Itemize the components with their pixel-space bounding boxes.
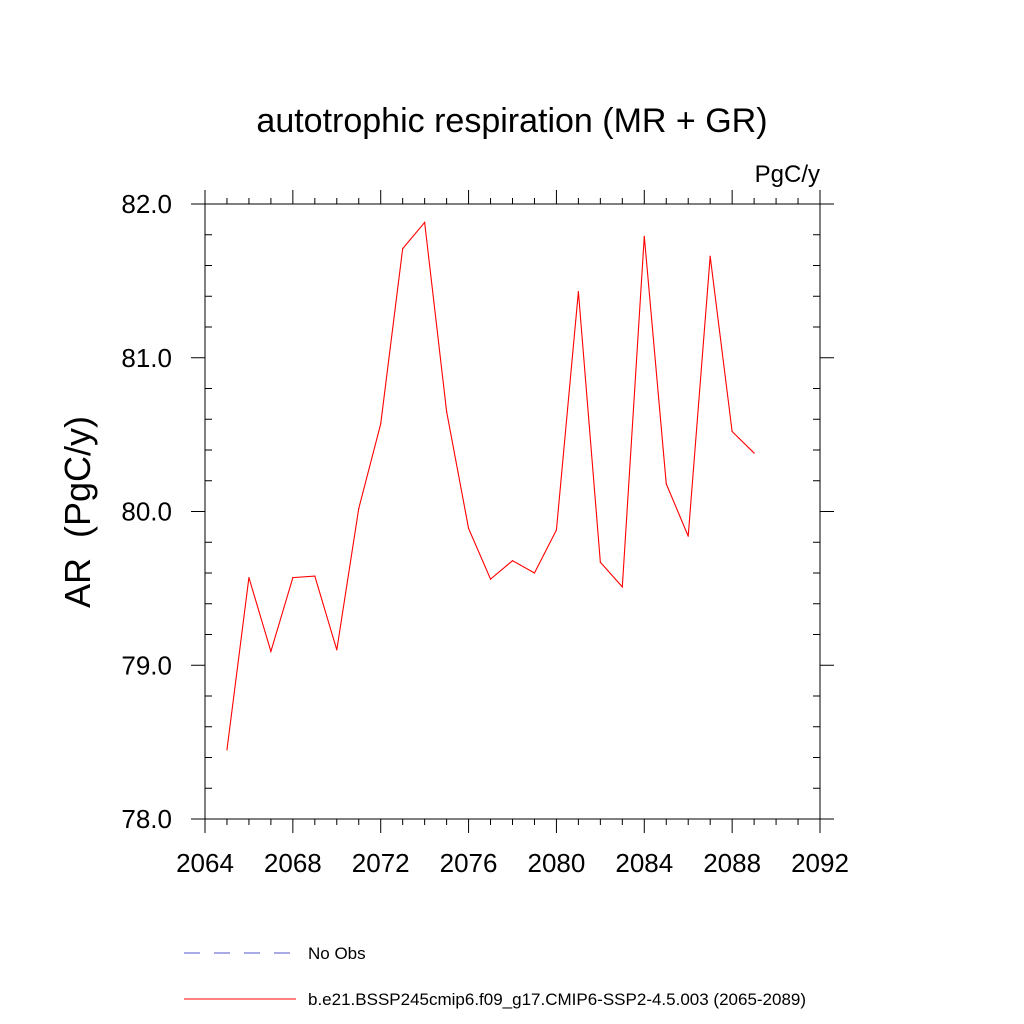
- data-point: [687, 535, 689, 537]
- series-line-0: [226, 221, 755, 750]
- x-tick-label: 2076: [440, 848, 498, 878]
- data-point: [270, 650, 272, 653]
- x-tick-label: 2068: [264, 848, 322, 878]
- x-tick-label: 2084: [615, 848, 673, 878]
- x-tick-label: 2064: [176, 848, 234, 878]
- data-point: [446, 410, 448, 413]
- data-point: [402, 247, 404, 250]
- data-point: [358, 507, 360, 510]
- data-point: [753, 452, 755, 454]
- legend-label-0: No Obs: [308, 944, 366, 963]
- data-point: [731, 430, 733, 433]
- legend: No Obs b.e21.BSSP245cmip6.f09_g17.CMIP6-S…: [184, 944, 806, 1009]
- data-point: [665, 483, 667, 485]
- data-point: [511, 560, 514, 562]
- data-point: [314, 575, 316, 577]
- data-point: [489, 578, 492, 580]
- y-tick-label: 79.0: [121, 650, 172, 680]
- data-point: [467, 527, 470, 530]
- x-tick-label: 2072: [352, 848, 410, 878]
- y-tick-label: 81.0: [121, 343, 172, 373]
- data-point: [555, 529, 558, 531]
- y-tick-label: 78.0: [121, 804, 172, 834]
- data-point: [709, 255, 711, 257]
- legend-label-1: b.e21.BSSP245cmip6.f09_g17.CMIP6-SSP2-4.…: [308, 990, 806, 1009]
- y-tick-label: 80.0: [121, 497, 172, 527]
- data-point: [248, 577, 250, 579]
- data-point: [424, 221, 426, 224]
- data-point: [226, 749, 228, 751]
- data-point: [336, 649, 338, 651]
- data-point: [533, 572, 536, 574]
- units-label: PgC/y: [755, 161, 820, 188]
- series-layer: [226, 221, 755, 751]
- data-point: [380, 423, 382, 425]
- x-tick-label: 2080: [528, 848, 586, 878]
- data-point: [599, 561, 601, 563]
- data-point: [621, 586, 623, 588]
- y-tick-label: 82.0: [121, 189, 172, 219]
- data-point: [643, 235, 645, 237]
- chart-title: autotrophic respiration (MR + GR): [256, 102, 767, 140]
- y-axis-label: AR (PgC/y): [57, 416, 98, 608]
- axis-ticks: 2064 2068 2072 2076 2080 2084 2088 2092 78.0 79.0…: [121, 189, 849, 878]
- x-tick-label: 2088: [703, 848, 761, 878]
- x-tick-label: 2092: [791, 848, 849, 878]
- plot-frame: [204, 203, 821, 820]
- data-point: [577, 291, 579, 293]
- data-point: [292, 577, 294, 579]
